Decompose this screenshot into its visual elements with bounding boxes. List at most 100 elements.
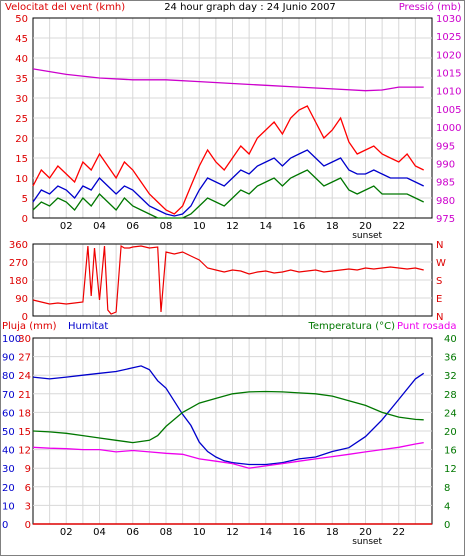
humidity-y-tick-label: 30 <box>2 464 15 475</box>
humidity-line <box>32 365 425 466</box>
wind-y-tick-label: 10 <box>15 174 28 185</box>
humidity-y-tick-label: 0 <box>2 520 8 531</box>
x-tick-label: 06 <box>126 527 139 538</box>
rain-y-tick-label: 12 <box>18 446 31 457</box>
graph-date-title: 24 hour graph day : 24 Junio 2007 <box>164 2 336 13</box>
x-tick-label: 02 <box>60 221 73 232</box>
x-tick-label: 16 <box>293 221 306 232</box>
wind-y-tick-label: 50 <box>15 14 28 25</box>
pressure-y-tick-label: 1005 <box>436 105 461 116</box>
temperature-y-tick-label: 24 <box>444 408 457 419</box>
x-tick-label: 14 <box>259 221 272 232</box>
humidity-y-tick-label: 20 <box>2 483 15 494</box>
pressure-y-tick-label: 995 <box>436 141 455 152</box>
compass-label: N <box>436 240 443 251</box>
dewpoint-line <box>32 441 424 469</box>
direction-y-tick-label: 180 <box>9 276 28 287</box>
x-tick-label: 02 <box>60 527 73 538</box>
temperature-y-tick-label: 28 <box>444 390 457 401</box>
pressure-y-tick-label: 990 <box>436 159 455 170</box>
wind-y-tick-label: 5 <box>22 194 28 205</box>
wind-y-tick-label: 35 <box>15 74 28 85</box>
rain-y-tick-label: 3 <box>25 501 31 512</box>
wind-speed-title: Velocitat del vent (kmh) <box>5 2 125 13</box>
wind-y-tick-label: 40 <box>15 54 28 65</box>
x-tick-label: 20 <box>359 221 372 232</box>
x-tick-label: 14 <box>259 527 272 538</box>
x-tick-label: 20 <box>359 527 372 538</box>
humidity-y-tick-label: 60 <box>2 408 15 419</box>
rain-y-tick-label: 0 <box>25 520 31 531</box>
temperature-y-tick-label: 8 <box>444 483 450 494</box>
humidity-y-tick-label: 50 <box>2 427 15 438</box>
compass-label: N <box>436 312 443 323</box>
pressure-y-tick-label: 1000 <box>436 123 461 134</box>
pressure-title: Pressió (mb) <box>399 1 461 13</box>
direction-y-tick-label: 360 <box>9 240 28 251</box>
sunset-label: sunset <box>352 231 382 241</box>
wind-direction-line <box>32 244 424 315</box>
rain-y-tick-label: 27 <box>18 353 31 364</box>
humidity-y-tick-label: 40 <box>2 446 15 457</box>
humidity-y-tick-label: 100 <box>2 334 21 345</box>
x-tick-label: 12 <box>226 527 239 538</box>
x-tick-label: 22 <box>392 221 405 232</box>
humidity-y-tick-label: 80 <box>2 371 15 382</box>
temperature-y-tick-label: 36 <box>444 353 457 364</box>
rain-y-tick-label: 9 <box>25 464 31 475</box>
wind-y-tick-label: 45 <box>15 34 28 45</box>
pressure-y-tick-label: 985 <box>436 178 455 189</box>
wind-minimum-line <box>32 169 424 219</box>
wind-y-tick-label: 25 <box>15 114 28 125</box>
wind-gust-line <box>32 105 424 215</box>
rain-y-tick-label: 30 <box>18 334 31 345</box>
pressure-y-tick-label: 980 <box>436 196 455 207</box>
humidity-y-tick-label: 90 <box>2 353 15 364</box>
rain-axis-title: Pluja (mm) <box>2 321 57 332</box>
pressure-y-tick-label: 1030 <box>436 14 461 25</box>
humidity-y-tick-label: 70 <box>2 390 15 401</box>
humidity-y-tick-label: 10 <box>2 501 15 512</box>
temperature-legend-label: Temperatura (°C) <box>307 321 395 332</box>
rain-y-tick-label: 15 <box>18 427 31 438</box>
wind-y-tick-label: 20 <box>15 134 28 145</box>
temperature-y-tick-label: 16 <box>444 446 457 457</box>
x-tick-label: 04 <box>93 527 106 538</box>
temperature-y-tick-label: 40 <box>444 334 457 345</box>
pressure-y-tick-label: 1020 <box>436 50 461 61</box>
rain-y-tick-label: 18 <box>18 408 31 419</box>
x-tick-label: 22 <box>392 527 405 538</box>
x-tick-label: 08 <box>160 221 173 232</box>
temperature-y-tick-label: 0 <box>444 520 450 531</box>
compass-label: E <box>436 294 442 305</box>
x-tick-label: 10 <box>193 221 206 232</box>
direction-y-tick-label: 270 <box>9 258 28 269</box>
compass-label: S <box>436 276 442 287</box>
x-tick-label: 08 <box>160 527 173 538</box>
rain-y-tick-label: 6 <box>25 483 31 494</box>
pressure-y-tick-label: 975 <box>436 214 455 225</box>
humidity-legend-label: Humitat <box>68 321 108 332</box>
wind-y-tick-label: 15 <box>15 154 28 165</box>
temperature-y-tick-label: 4 <box>444 501 450 512</box>
x-tick-label: 16 <box>293 527 306 538</box>
temperature-y-tick-label: 12 <box>444 464 457 475</box>
x-tick-label: 18 <box>326 527 339 538</box>
compass-label: W <box>436 258 446 269</box>
pressure-line <box>32 68 424 92</box>
rain-y-tick-label: 24 <box>18 371 31 382</box>
rain-y-tick-label: 21 <box>18 390 31 401</box>
x-tick-label: 12 <box>226 221 239 232</box>
temperature-line <box>32 390 424 444</box>
wind-average-line <box>32 149 424 217</box>
pressure-y-tick-label: 1025 <box>436 32 461 43</box>
temperature-y-tick-label: 32 <box>444 371 457 382</box>
x-tick-label: 04 <box>93 221 106 232</box>
dewpoint-legend-label: Punt rosada <box>397 321 456 332</box>
direction-y-tick-label: 0 <box>22 312 28 323</box>
x-tick-label: 18 <box>326 221 339 232</box>
